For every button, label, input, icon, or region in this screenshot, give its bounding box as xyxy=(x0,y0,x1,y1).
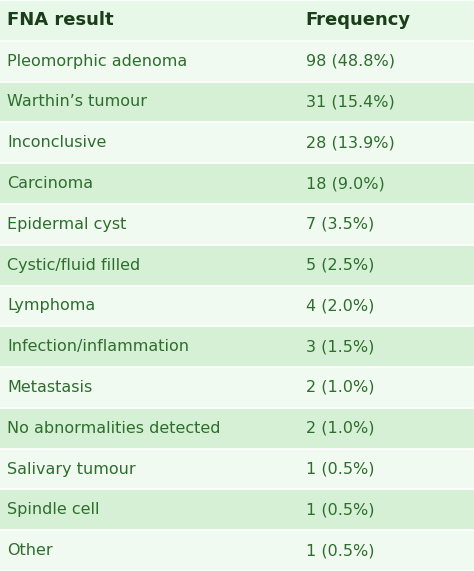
Text: 28 (13.9%): 28 (13.9%) xyxy=(306,135,394,150)
Bar xyxy=(0,489,474,530)
Bar xyxy=(0,530,474,571)
Text: 31 (15.4%): 31 (15.4%) xyxy=(306,94,394,110)
Text: 4 (2.0%): 4 (2.0%) xyxy=(306,299,374,313)
Text: 1 (0.5%): 1 (0.5%) xyxy=(306,502,374,517)
Bar xyxy=(0,367,474,408)
Text: Frequency: Frequency xyxy=(306,11,411,29)
Text: Salivary tumour: Salivary tumour xyxy=(7,461,136,477)
Bar xyxy=(0,408,474,449)
Text: 1 (0.5%): 1 (0.5%) xyxy=(306,461,374,477)
Text: 2 (1.0%): 2 (1.0%) xyxy=(306,421,374,436)
Text: Metastasis: Metastasis xyxy=(7,380,92,395)
Text: 7 (3.5%): 7 (3.5%) xyxy=(306,217,374,232)
Text: Epidermal cyst: Epidermal cyst xyxy=(7,217,127,232)
Bar xyxy=(0,204,474,245)
Text: Other: Other xyxy=(7,543,53,558)
Text: No abnormalities detected: No abnormalities detected xyxy=(7,421,220,436)
Bar xyxy=(0,326,474,367)
Bar xyxy=(0,449,474,489)
Text: 2 (1.0%): 2 (1.0%) xyxy=(306,380,374,395)
Text: Inconclusive: Inconclusive xyxy=(7,135,107,150)
Text: Spindle cell: Spindle cell xyxy=(7,502,100,517)
Text: Pleomorphic adenoma: Pleomorphic adenoma xyxy=(7,54,187,69)
Bar xyxy=(0,245,474,286)
Text: Infection/inflammation: Infection/inflammation xyxy=(7,339,189,354)
Text: 5 (2.5%): 5 (2.5%) xyxy=(306,258,374,272)
Text: Lymphoma: Lymphoma xyxy=(7,299,95,313)
Bar xyxy=(0,0,474,41)
Text: 3 (1.5%): 3 (1.5%) xyxy=(306,339,374,354)
Bar xyxy=(0,41,474,82)
Text: FNA result: FNA result xyxy=(7,11,114,29)
Text: 1 (0.5%): 1 (0.5%) xyxy=(306,543,374,558)
Bar xyxy=(0,163,474,204)
Bar xyxy=(0,122,474,163)
Text: 98 (48.8%): 98 (48.8%) xyxy=(306,54,395,69)
Bar xyxy=(0,286,474,326)
Text: Carcinoma: Carcinoma xyxy=(7,176,93,191)
Text: Cystic/fluid filled: Cystic/fluid filled xyxy=(7,258,140,272)
Text: 18 (9.0%): 18 (9.0%) xyxy=(306,176,384,191)
Bar xyxy=(0,82,474,122)
Text: Warthin’s tumour: Warthin’s tumour xyxy=(7,94,147,110)
